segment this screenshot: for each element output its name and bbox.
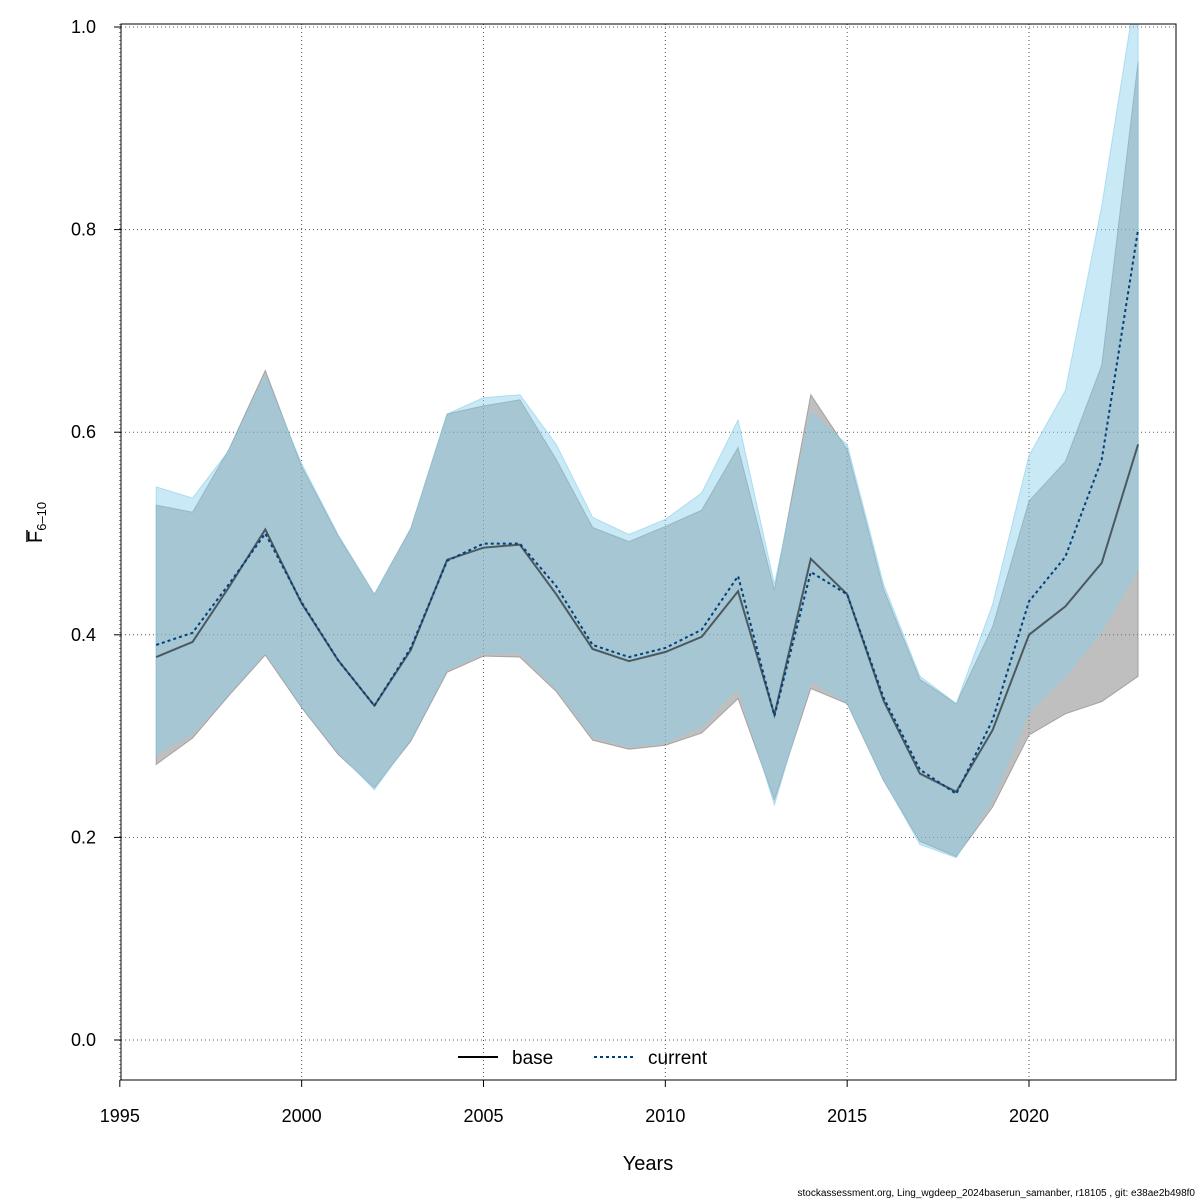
y-axis: 0.0 0.2 0.4 0.6 0.8 1.0 [71, 17, 122, 1050]
legend-label-base: base [512, 1048, 553, 1069]
y-axis-label-main: F [25, 531, 47, 543]
y-tick-label-1: 0.2 [71, 827, 96, 847]
legend-label-current: current [648, 1048, 708, 1069]
line-base [155, 444, 1140, 794]
legend: base current [458, 1048, 708, 1069]
footer-text: stockassessment.org, Ling_wgdeep_2024bas… [797, 1188, 1195, 1199]
band-current [155, 24, 1139, 859]
x-tick-label-2015: 2015 [827, 1106, 867, 1126]
confidence-bands [155, 24, 1139, 859]
x-tick-label-2020: 2020 [1009, 1106, 1049, 1126]
x-axis: 1995 2000 2005 2010 2015 2020 [100, 1079, 1049, 1126]
line-current [155, 229, 1140, 796]
y-tick-label-2: 0.4 [71, 625, 96, 645]
y-axis-label: F6–10 [25, 502, 49, 543]
x-tick-label-2000: 2000 [282, 1106, 322, 1126]
y-tick-label-4: 0.8 [71, 220, 96, 240]
y-tick-label-0: 0.0 [71, 1030, 96, 1050]
x-tick-label-2010: 2010 [645, 1106, 685, 1126]
x-axis-label: Years [623, 1153, 673, 1175]
x-tick-label-2005: 2005 [463, 1106, 503, 1126]
svg-text:F6–10: F6–10 [25, 502, 49, 543]
band-base [155, 61, 1139, 858]
y-axis-label-sub: 6–10 [34, 502, 49, 531]
x-tick-label-1995: 1995 [100, 1106, 140, 1126]
y-tick-label-3: 0.6 [71, 422, 96, 442]
series-lines [155, 229, 1140, 796]
y-tick-label-5: 1.0 [71, 17, 96, 37]
